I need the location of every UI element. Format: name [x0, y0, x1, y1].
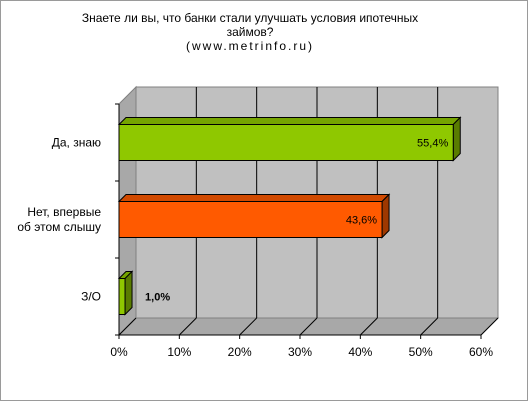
value-label: 43,6% — [346, 215, 377, 227]
bar-end-face — [452, 116, 461, 162]
value-label: 1,0% — [145, 292, 170, 304]
x-tick-label: 0% — [110, 345, 128, 359]
category-label: З/О — [81, 290, 101, 304]
chart-title-line-2: займов? — [226, 25, 274, 39]
bar — [118, 201, 383, 238]
bar-end-face — [381, 193, 390, 239]
chart-title-line-1: Знаете ли вы, что банки стали улучшать у… — [81, 11, 419, 25]
bar-end-face — [124, 270, 133, 316]
floor-gridline — [239, 317, 258, 336]
floor-gridline — [480, 317, 499, 336]
chart-title: Знаете ли вы, что банки стали улучшать у… — [60, 11, 440, 53]
value-label: 55,4% — [417, 138, 448, 150]
bar — [118, 124, 454, 161]
x-tick-label: 50% — [409, 345, 433, 359]
category-label: Да, знаю — [52, 136, 101, 150]
x-tick-label: 60% — [469, 345, 493, 359]
bar-top-face — [117, 194, 391, 202]
floor-gridline — [359, 317, 378, 336]
x-tick-label: 40% — [348, 345, 372, 359]
floor-gridline — [420, 317, 439, 336]
x-tick-label: 20% — [228, 345, 252, 359]
category-label: об этом слышу — [17, 220, 101, 234]
bar-top-face — [117, 117, 462, 125]
floor-gridline — [299, 317, 318, 336]
x-tick-label: 30% — [288, 345, 312, 359]
floor-gridline — [118, 317, 137, 336]
chart-source: (www.metrinfo.ru) — [185, 39, 314, 53]
bar — [118, 278, 126, 315]
floor-gridline — [178, 317, 197, 336]
category-label: Нет, впервые — [27, 205, 101, 219]
x-tick-label: 10% — [167, 345, 191, 359]
